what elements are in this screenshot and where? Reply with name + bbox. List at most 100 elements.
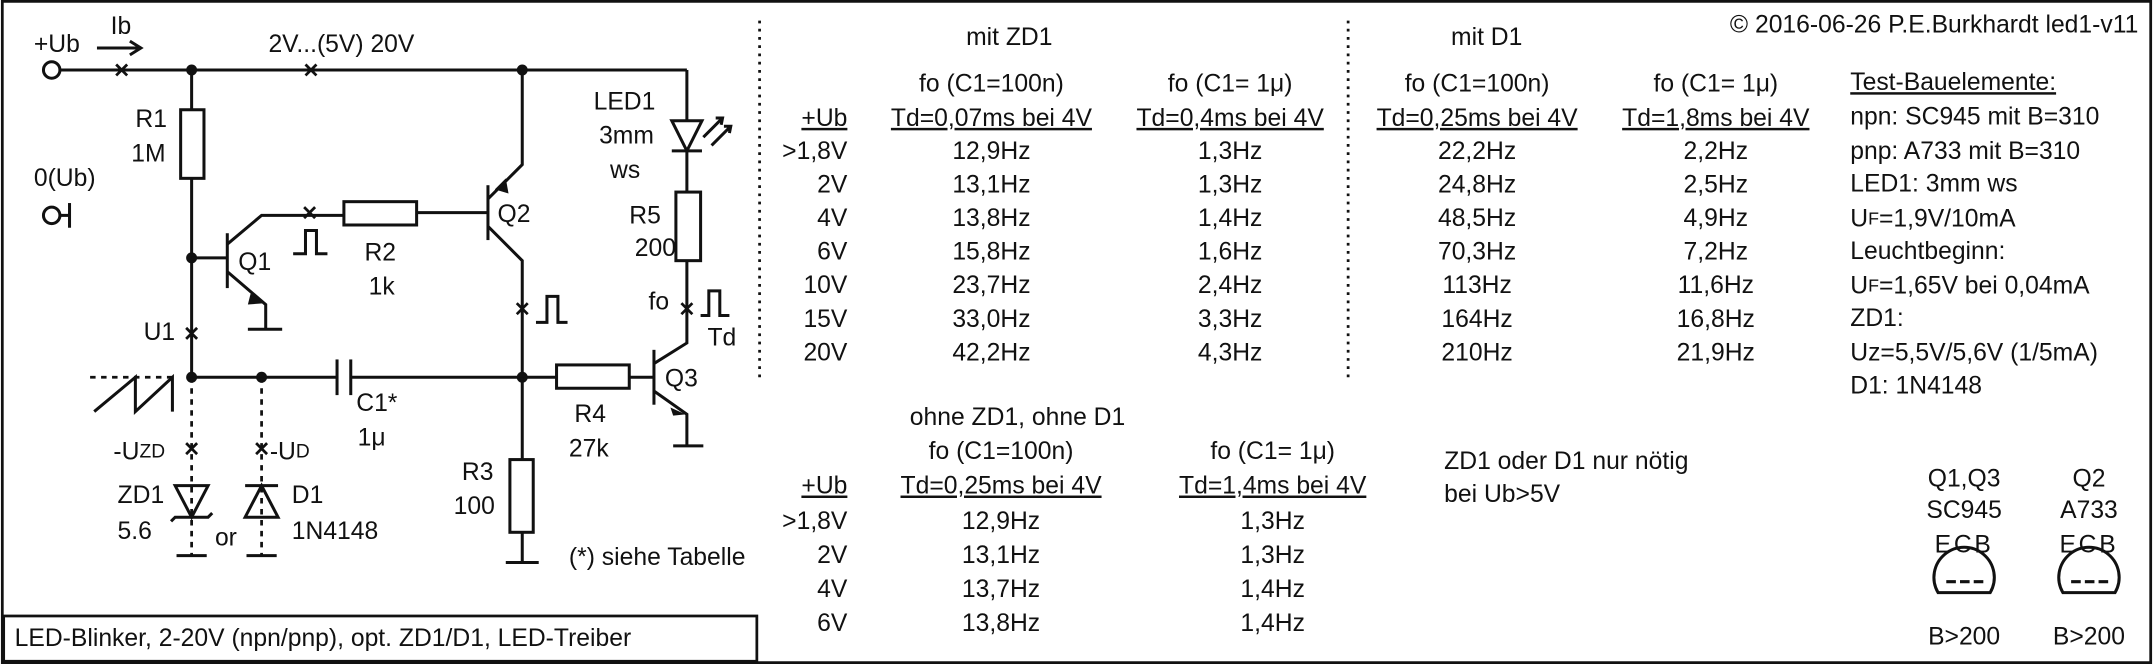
column-head: fo (C1=100n): [919, 71, 1064, 98]
table-title: mit D1: [1451, 24, 1522, 51]
column-head: fo (C1=100n): [929, 438, 1074, 465]
component: UF=1,65V bei 0,04mA: [1850, 272, 2090, 299]
transistor-outline: [2057, 545, 2121, 595]
circuit: +Ub Ib 2V...(5V) 20V R1 1M 0(Ub) Q1 R2 1…: [34, 13, 746, 571]
component: Uz=5,5V/5,6V (1/5mA): [1850, 339, 2098, 366]
table-cell: 7,2Hz: [1684, 239, 1748, 266]
table-cell: 33,0Hz: [952, 306, 1030, 333]
column-head: Td=0,07ms bei 4V: [891, 105, 1093, 132]
label: Td: [707, 324, 736, 351]
table-cell: 21,9Hz: [1677, 339, 1755, 366]
component: D1: 1N4148: [1850, 372, 1982, 399]
label: -UZD: [113, 438, 165, 465]
table-cell: 24,8Hz: [1438, 171, 1516, 198]
label: 2V...(5V) 20V: [268, 31, 414, 58]
table-cell: 1,4Hz: [1240, 610, 1305, 637]
label: D1: [292, 482, 324, 509]
label: R5: [629, 202, 661, 229]
table-cell: 4,3Hz: [1198, 339, 1263, 366]
table-cell: 12,9Hz: [962, 508, 1040, 535]
label: 0(Ub): [34, 165, 96, 192]
note: bei Ub>5V: [1444, 481, 1561, 508]
table-cell: 1,4Hz: [1240, 576, 1305, 603]
table-cell: 6V: [817, 610, 848, 637]
table-cell: 13,8Hz: [962, 610, 1040, 637]
table-cell: 12,9Hz: [952, 138, 1030, 165]
table-cell: 164Hz: [1441, 306, 1512, 333]
component: UF=1,9V/10mA: [1850, 205, 2016, 232]
table-cell: 1,6Hz: [1198, 239, 1263, 266]
transistor-type: SC945: [1926, 497, 2001, 524]
table-cell: 15,8Hz: [952, 239, 1030, 266]
column-head: Td=0,25ms bei 4V: [1377, 105, 1579, 132]
table-cell: 22,2Hz: [1438, 138, 1516, 165]
table-cell: 3,3Hz: [1198, 306, 1263, 333]
table-cell: >1,8V: [782, 508, 848, 535]
label: ZD1: [118, 482, 165, 509]
table-cell: 2,5Hz: [1684, 171, 1748, 198]
note: ZD1 oder D1 nur nötig: [1444, 448, 1688, 475]
label: fo: [648, 289, 669, 316]
label: LED1: [594, 88, 656, 115]
table-cell: 70,3Hz: [1438, 239, 1516, 266]
table-cell: 42,2Hz: [952, 339, 1030, 366]
copyright: © 2016-06-26 P.E.Burkhardt led1-v11: [1730, 12, 2138, 39]
table-cell: 2V: [817, 542, 848, 569]
label: or: [215, 525, 237, 552]
transistor-outline: [1932, 545, 1996, 595]
label: R3: [462, 459, 494, 486]
column-head: +Ub: [801, 105, 847, 132]
transistor-name: Q1,Q3: [1928, 466, 2001, 493]
caption: LED-Blinker, 2-20V (npn/pnp), opt. ZD1/D…: [15, 625, 632, 652]
label: 200: [635, 235, 676, 262]
label: Q3: [665, 366, 698, 393]
table-title: mit ZD1: [966, 24, 1052, 51]
label: 27k: [569, 435, 609, 462]
column-head: fo (C1= 1μ): [1653, 71, 1778, 98]
table-cell: 4V: [817, 205, 848, 232]
table-cell: 113Hz: [1442, 272, 1512, 299]
label: R2: [364, 239, 396, 266]
table-cell: 23,7Hz: [952, 272, 1030, 299]
label: (*) siehe Tabelle: [569, 544, 746, 571]
table-cell: >1,8V: [782, 138, 848, 165]
component: pnp: A733 mit B=310: [1850, 138, 2080, 165]
table-cell: 1,3Hz: [1240, 508, 1305, 535]
label: 100: [454, 493, 495, 520]
label: -UD: [270, 438, 310, 465]
table-cell: 4V: [817, 576, 848, 603]
components-title: Test-Bauelemente:: [1850, 69, 2056, 96]
component: ZD1:: [1850, 305, 1903, 332]
table-cell: 2,2Hz: [1684, 138, 1748, 165]
component: Leuchtbeginn:: [1850, 238, 2005, 265]
column-head: fo (C1=100n): [1405, 71, 1550, 98]
table-cell: 6V: [817, 239, 848, 266]
column-head: Td=0,25ms bei 4V: [901, 473, 1103, 500]
label: R4: [574, 401, 606, 428]
column-head: Td=1,4ms bei 4V: [1179, 473, 1367, 500]
component: LED1: 3mm ws: [1850, 171, 2017, 198]
label: 1k: [369, 274, 396, 301]
label: U1: [144, 319, 176, 346]
column-head: Td=0,4ms bei 4V: [1136, 105, 1324, 132]
table-cell: 13,7Hz: [962, 576, 1040, 603]
table-cell: 1,4Hz: [1198, 205, 1263, 232]
table-cell: 15V: [803, 306, 847, 333]
label: 1μ: [358, 425, 386, 452]
table-cell: 13,8Hz: [952, 205, 1030, 232]
label: C1*: [356, 390, 398, 417]
label: 1N4148: [292, 518, 378, 545]
table-cell: 10V: [803, 272, 847, 299]
table-cell: 1,3Hz: [1198, 171, 1263, 198]
column-head: fo (C1= 1μ): [1168, 71, 1293, 98]
table-cell: 11,6Hz: [1678, 272, 1754, 299]
table-title: ohne ZD1, ohne D1: [910, 404, 1125, 431]
label: Ib: [111, 13, 132, 40]
label: 3mm: [599, 123, 654, 150]
column-head: +Ub: [801, 473, 847, 500]
component: npn: SC945 mit B=310: [1850, 103, 2099, 130]
table-cell: 13,1Hz: [962, 542, 1040, 569]
